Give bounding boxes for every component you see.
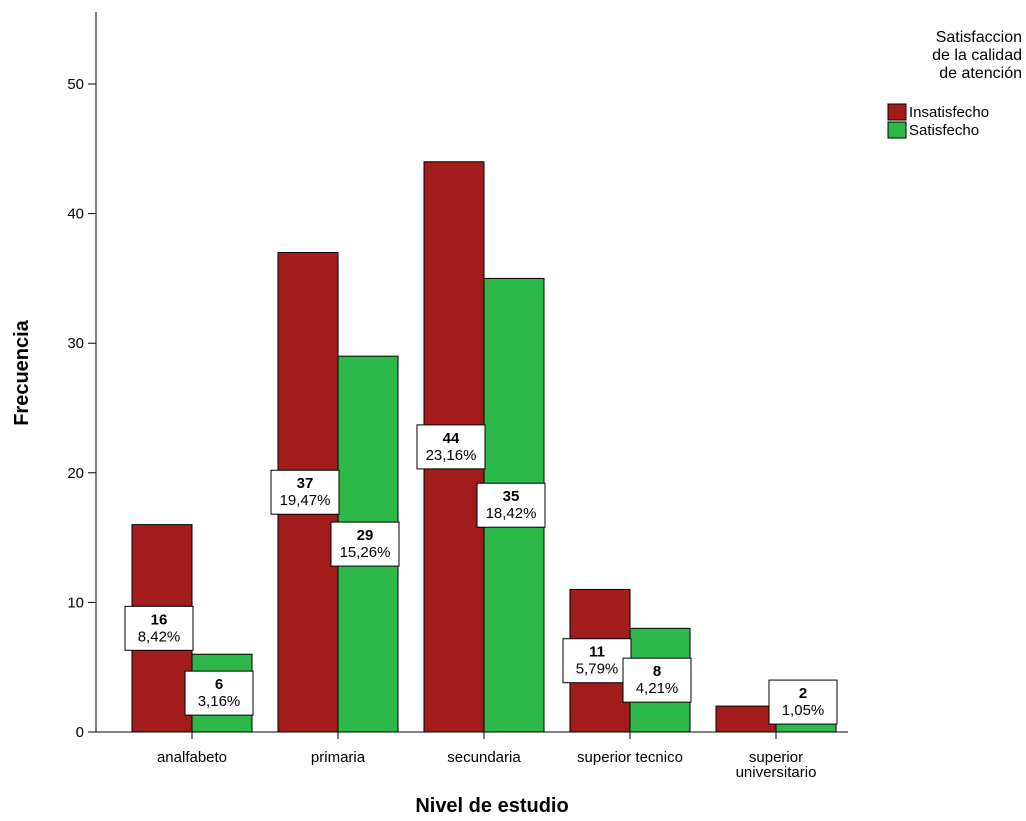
- data-label-box: 168,42%: [124, 605, 194, 651]
- data-label-count: 6: [215, 676, 223, 693]
- x-tick-label: analfabeto: [157, 749, 227, 766]
- y-tick-label: 30: [67, 335, 84, 352]
- data-label-percent: 15,26%: [340, 544, 391, 561]
- y-tick-label: 10: [67, 594, 84, 611]
- legend-title: de la calidad: [932, 47, 1022, 64]
- x-tick-label: primaria: [311, 749, 366, 766]
- data-label-frame: [416, 424, 486, 470]
- x-tick-label: superior tecnico: [577, 749, 683, 766]
- data-label-percent: 19,47%: [280, 492, 331, 509]
- data-label-count: 2: [799, 685, 807, 702]
- data-label-frame: [622, 657, 692, 703]
- data-label-frame: [562, 638, 632, 684]
- data-label-percent: 18,42%: [486, 505, 537, 522]
- legend-swatch-satisfecho: [887, 121, 907, 139]
- axes: 0 10 20 30 40 50 analfabeto primaria secundaria s…: [67, 12, 848, 781]
- data-label-count: 44: [443, 430, 460, 447]
- data-label-box: 21,05%: [768, 679, 838, 725]
- y-tick-label: 0: [76, 724, 84, 741]
- data-label-count: 37: [297, 475, 314, 492]
- legend-label-insatisfecho: Insatisfecho: [909, 104, 989, 121]
- y-tick-label: 50: [67, 76, 84, 93]
- x-axis-title: Nivel de estudio: [415, 795, 568, 817]
- data-label-box: 115,79%: [562, 638, 632, 684]
- bar-insatisfecho-superior-universitario: [715, 705, 777, 733]
- data-labels: 168,42%63,16%3719,47%2915,26%4423,16%351…: [124, 424, 838, 725]
- data-label-frame: [768, 679, 838, 725]
- data-label-box: 84,21%: [622, 657, 692, 703]
- y-tick-label: 40: [67, 206, 84, 223]
- y-axis-title: Frecuencia: [11, 319, 33, 425]
- data-label-frame: [124, 605, 194, 651]
- data-label-percent: 23,16%: [426, 447, 477, 464]
- data-label-count: 8: [653, 663, 661, 680]
- data-label-count: 35: [503, 488, 520, 505]
- data-label-percent: 8,42%: [138, 628, 181, 645]
- y-tick-label: 20: [67, 465, 84, 482]
- legend-title: de atención: [939, 65, 1022, 82]
- legend-label-satisfecho: Satisfecho: [909, 122, 979, 139]
- data-label-box: 63,16%: [184, 670, 254, 716]
- data-label-count: 29: [357, 527, 374, 544]
- data-label-frame: [476, 482, 546, 528]
- legend-swatch-insatisfecho: [887, 103, 907, 121]
- data-label-percent: 1,05%: [782, 702, 825, 719]
- x-tick-label: universitario: [736, 764, 817, 781]
- data-label-percent: 5,79%: [576, 661, 619, 678]
- data-label-count: 16: [151, 611, 168, 628]
- data-label-frame: [270, 469, 340, 515]
- data-label-percent: 3,16%: [198, 693, 241, 710]
- data-label-frame: [184, 670, 254, 716]
- x-tick-label: secundaria: [447, 749, 521, 766]
- data-label-percent: 4,21%: [636, 680, 679, 697]
- data-label-frame: [330, 521, 400, 567]
- legend-title: Satisfaccion: [936, 29, 1022, 46]
- data-label-count: 11: [589, 644, 605, 661]
- x-tick-label: superior: [749, 749, 803, 766]
